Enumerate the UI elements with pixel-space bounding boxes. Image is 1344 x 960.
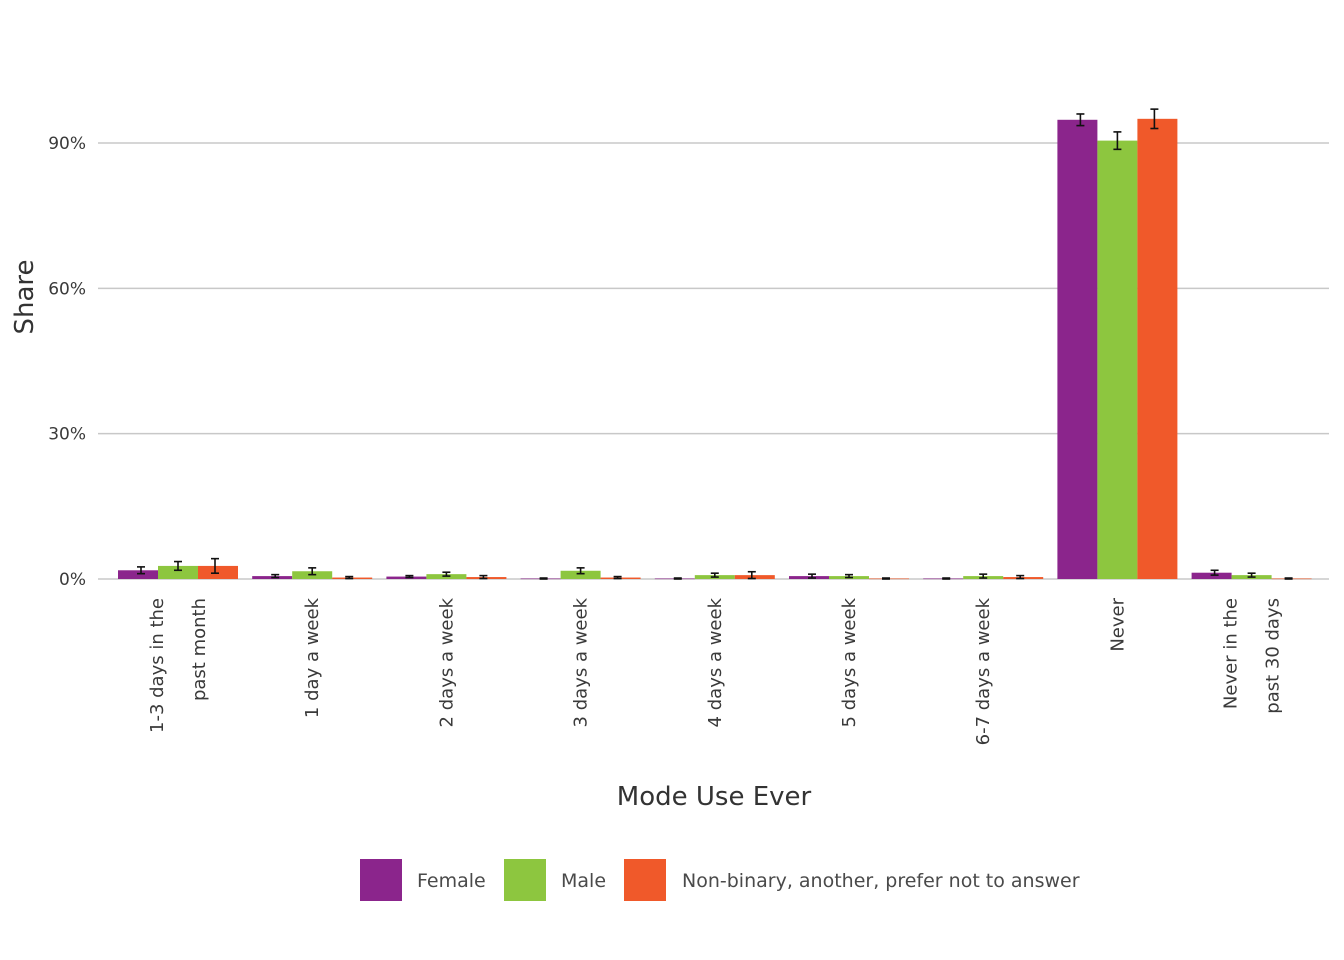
error-bars bbox=[137, 108, 1293, 580]
bar bbox=[560, 570, 601, 579]
x-tick-label: 3 days a week bbox=[571, 597, 592, 727]
x-tick-label: 1-3 days in the bbox=[147, 598, 168, 733]
x-tick-label: 6-7 days a week bbox=[973, 597, 994, 745]
x-tick-label: past month bbox=[189, 598, 210, 701]
bar bbox=[1097, 140, 1138, 580]
bar bbox=[158, 565, 198, 579]
y-tick-label: 90% bbox=[48, 134, 86, 154]
y-axis-title: Share bbox=[10, 259, 40, 334]
bar bbox=[1057, 119, 1098, 579]
x-axis-title: Mode Use Ever bbox=[617, 782, 812, 812]
legend-label: Male bbox=[561, 870, 606, 892]
legend-swatch bbox=[360, 859, 402, 901]
bar bbox=[734, 575, 775, 579]
x-tick-label: 2 days a week bbox=[436, 597, 457, 727]
x-tick-label: 5 days a week bbox=[839, 597, 860, 727]
bar bbox=[118, 570, 158, 579]
x-tick-label: Never bbox=[1107, 597, 1128, 651]
y-tick-label: 30% bbox=[48, 425, 86, 445]
y-tick-label: 60% bbox=[48, 279, 86, 299]
legend-label: Female bbox=[417, 870, 486, 892]
x-tick-label: 1 day a week bbox=[302, 597, 323, 718]
legend: Female Male Non-binary, another, prefer no… bbox=[360, 859, 1080, 901]
x-tick-label: past 30 days bbox=[1263, 598, 1284, 714]
legend-swatch bbox=[624, 859, 666, 901]
x-axis-labels: 1-3 days in the past month 1 day a week 2 d… bbox=[147, 597, 1284, 745]
bars bbox=[118, 118, 1312, 580]
x-tick-label: Never in the bbox=[1221, 598, 1242, 709]
legend-swatch bbox=[504, 859, 546, 901]
x-tick-label: 4 days a week bbox=[705, 597, 726, 727]
legend-label: Non-binary, another, prefer not to answe… bbox=[682, 870, 1080, 892]
y-axis-ticks: 0% 30% 60% 90% bbox=[48, 134, 86, 590]
y-tick-label: 0% bbox=[59, 570, 86, 590]
bar bbox=[1137, 118, 1178, 579]
